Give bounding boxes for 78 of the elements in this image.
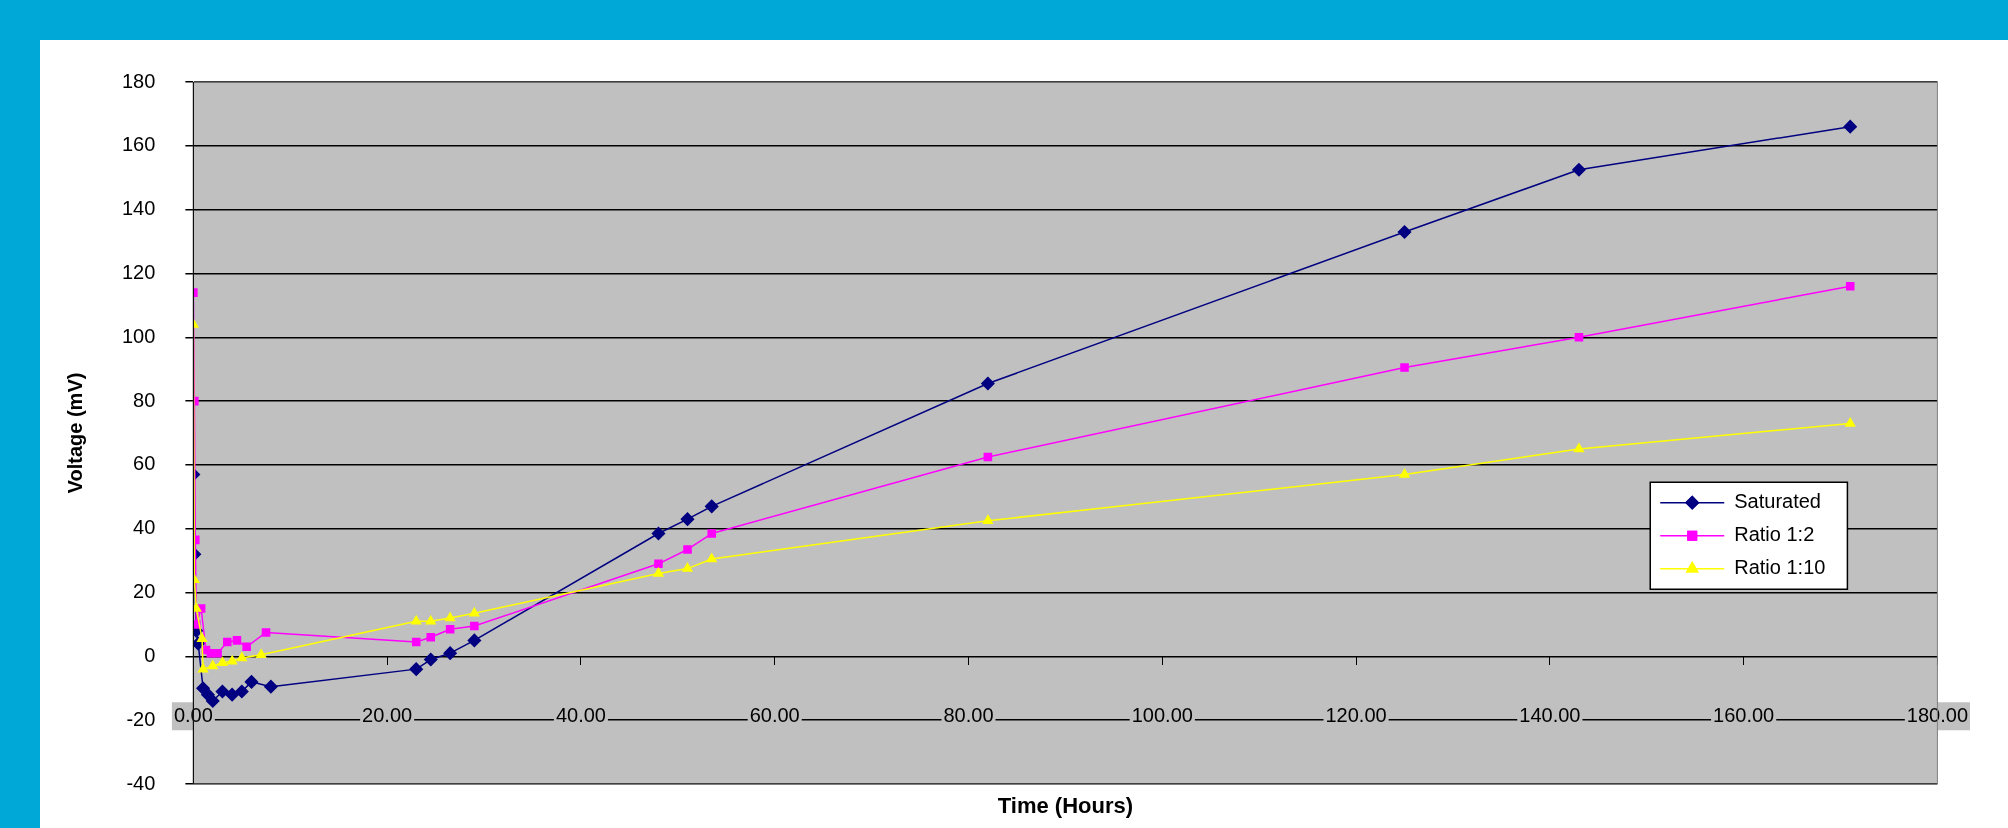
point (704, 499, 719, 514)
point (1400, 363, 1409, 372)
point (445, 624, 455, 634)
x-tick-label: 100.00 (1131, 703, 1193, 726)
point (215, 684, 230, 699)
point (1845, 417, 1856, 427)
point (207, 660, 218, 670)
x-tick-label: 180.00 (1906, 703, 1968, 726)
point (469, 607, 480, 617)
point (1397, 225, 1412, 239)
point (409, 662, 423, 676)
x-tick-label: 160.00 (1713, 703, 1775, 726)
point (651, 526, 666, 541)
point (706, 553, 717, 563)
x-tick-label: 60.00 (749, 703, 800, 726)
x-tick-label: 20.00 (362, 703, 413, 726)
point (683, 545, 692, 554)
x-tick-label: 80.00 (943, 703, 994, 726)
point (653, 567, 664, 577)
point (467, 633, 482, 648)
point (1843, 119, 1857, 134)
x-tick-label: 140.00 (1519, 703, 1581, 726)
point (256, 649, 267, 659)
point (244, 675, 259, 689)
y-tick-label: 0 (144, 643, 156, 666)
point (443, 646, 457, 660)
x-axis-title: Time (Hours) (997, 793, 1134, 819)
point (197, 663, 209, 673)
point (981, 376, 995, 391)
point (424, 652, 438, 667)
point (425, 615, 436, 625)
point (264, 679, 278, 694)
point (1573, 443, 1584, 453)
point (682, 562, 693, 572)
point (217, 657, 228, 666)
point (1399, 468, 1410, 478)
point (193, 602, 202, 612)
y-tick-label: 100 (121, 324, 156, 347)
point (206, 694, 220, 708)
y-tick-label: 20 (133, 580, 156, 603)
point (654, 559, 663, 569)
point (707, 529, 717, 538)
x-tick-label: 40.00 (555, 703, 606, 726)
y-tick-label: 40 (133, 516, 156, 539)
y-tick-label: -20 (126, 707, 156, 730)
point (426, 632, 436, 642)
point (445, 612, 456, 622)
y-tick-label: 80 (133, 388, 156, 411)
legend-label: Ratio 1:10 (1734, 556, 1826, 579)
y-axis-title: Voltage (mV) (63, 372, 86, 494)
point (411, 615, 422, 625)
x-tick-label: 120.00 (1325, 703, 1387, 726)
legend-label: Ratio 1:2 (1734, 523, 1815, 546)
point (225, 687, 239, 702)
point (1845, 281, 1855, 291)
point (223, 637, 232, 647)
point (232, 636, 242, 645)
point (982, 515, 993, 524)
y-tick-label: 140 (121, 197, 156, 220)
point (197, 633, 208, 643)
point (227, 655, 238, 665)
legend-label: Saturated (1734, 490, 1821, 513)
y-tick-label: -40 (126, 771, 156, 794)
y-tick-label: 60 (133, 452, 156, 475)
point (1572, 163, 1586, 177)
point (213, 648, 222, 658)
point (1574, 332, 1584, 342)
point (236, 652, 247, 662)
point (261, 628, 271, 637)
y-tick-label: 160 (121, 133, 156, 156)
point (411, 637, 421, 647)
point (242, 642, 251, 652)
y-tick-label: 180 (121, 69, 156, 92)
y-tick-label: 120 (121, 260, 156, 283)
point (983, 452, 993, 462)
point (470, 621, 479, 631)
point (680, 512, 695, 526)
point (235, 684, 249, 699)
